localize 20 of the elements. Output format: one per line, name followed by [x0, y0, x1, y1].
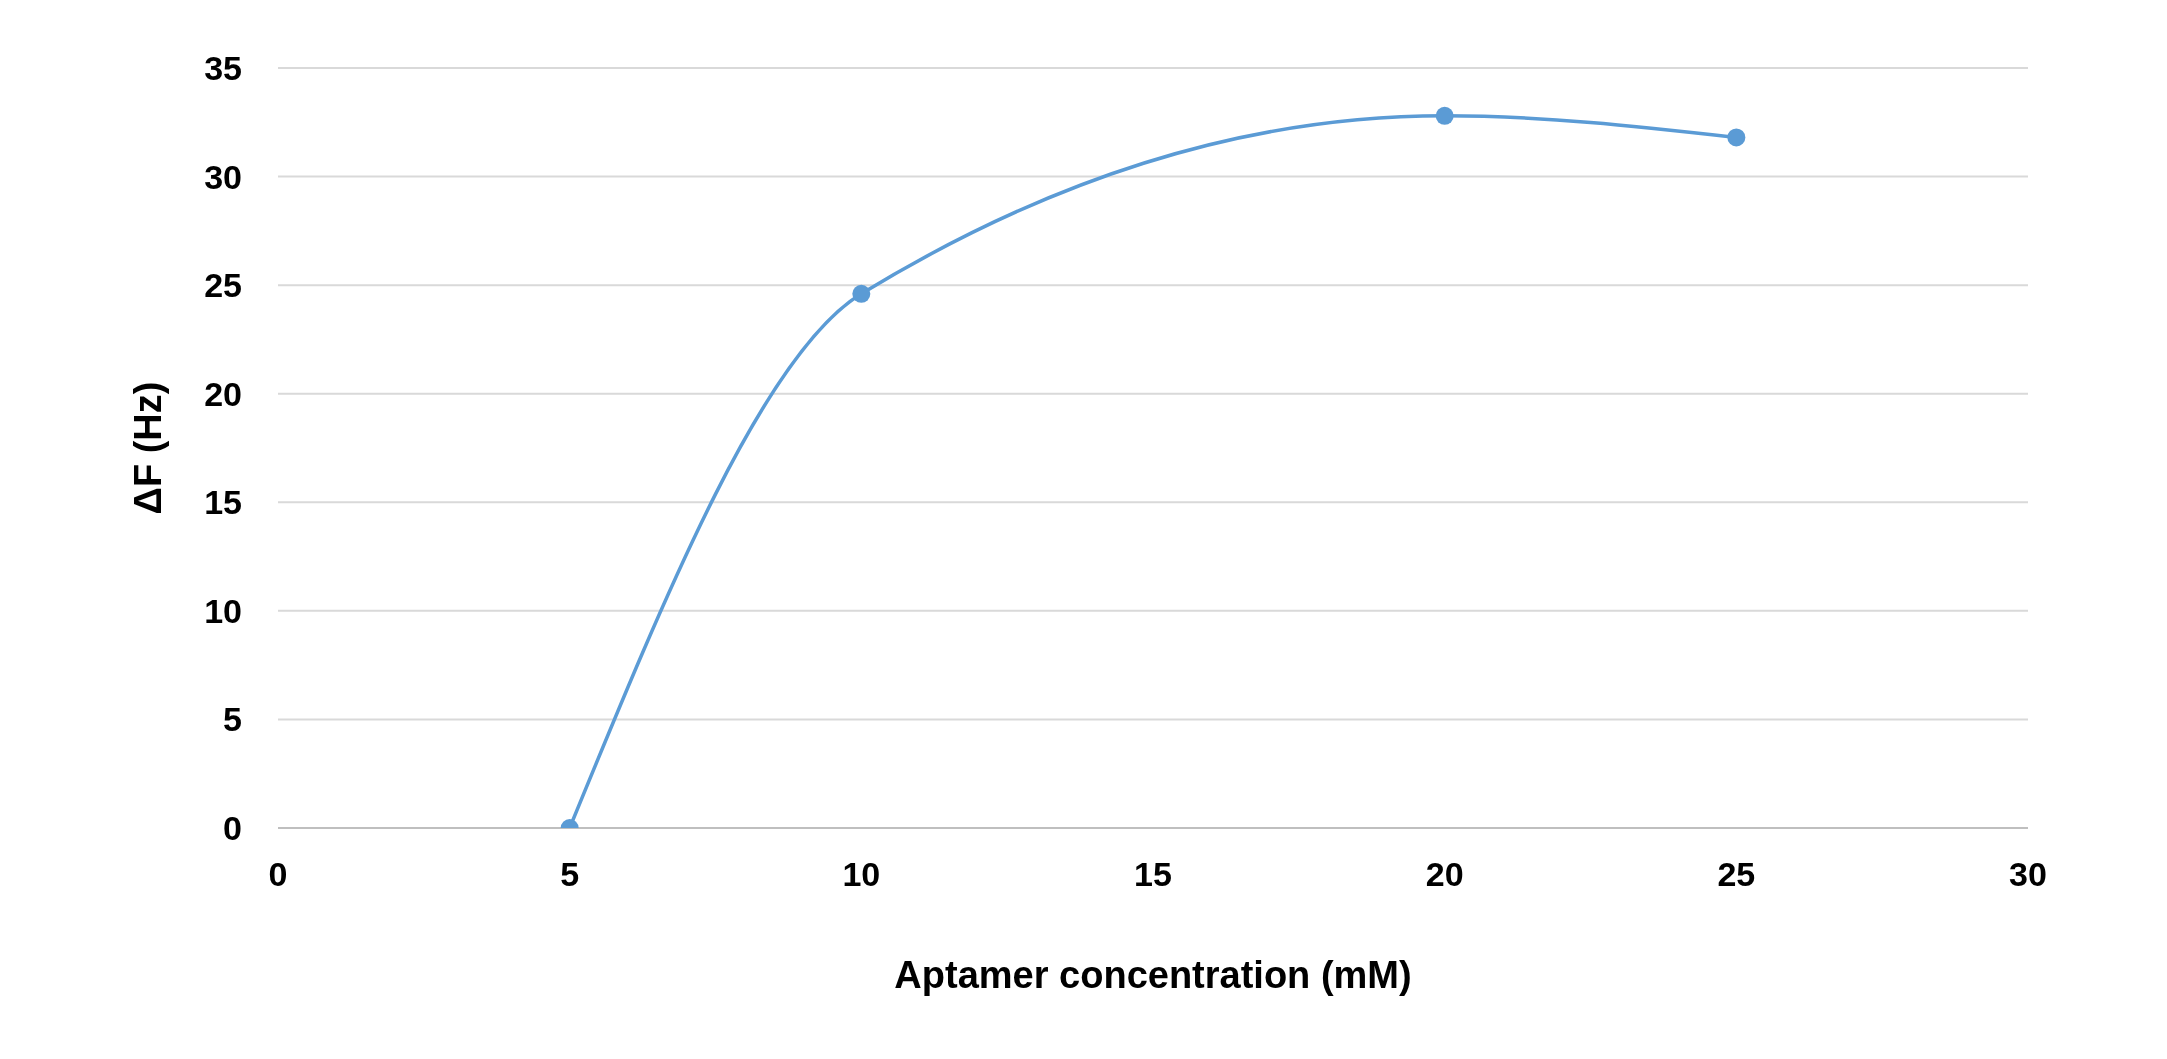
- y-tick-label: 5: [223, 700, 242, 739]
- x-tick-label: 30: [2009, 855, 2047, 894]
- x-tick-label: 0: [268, 855, 288, 894]
- point: [852, 284, 871, 303]
- y-tick-label: 20: [204, 374, 242, 413]
- x-tick-label: 10: [842, 855, 881, 894]
- x-tick-label: 20: [1425, 855, 1464, 894]
- point: [1727, 128, 1746, 147]
- point: [1435, 106, 1454, 125]
- x-tick-label: 25: [1717, 855, 1756, 894]
- y-axis-title: ΔF (Hz): [127, 381, 170, 515]
- x-axis-title: Aptamer concentration (mM): [894, 954, 1412, 996]
- y-tick-label: 25: [204, 266, 242, 305]
- y-tick-label: 35: [204, 49, 242, 88]
- y-tick-label: 10: [204, 591, 242, 630]
- y-tick-label: 30: [204, 157, 242, 196]
- x-tick-label: 5: [560, 855, 580, 894]
- y-tick-label: 0: [223, 809, 242, 848]
- y-tick-label: 15: [204, 483, 242, 522]
- x-tick-label: 15: [1134, 855, 1172, 894]
